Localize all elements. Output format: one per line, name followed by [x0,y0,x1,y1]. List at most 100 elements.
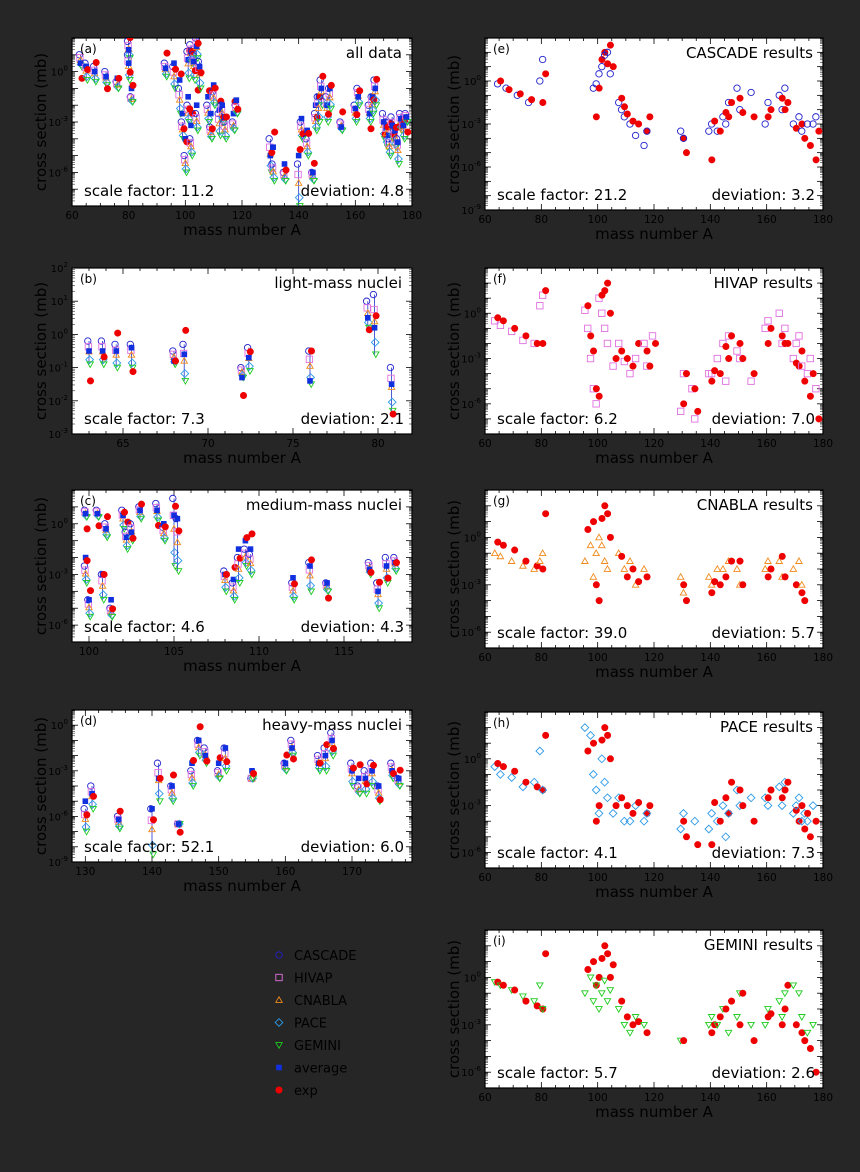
data-points [75,38,412,206]
x-tick-label: 110 [249,646,269,658]
marker-gemini [171,85,180,93]
marker-average [369,768,375,774]
marker-exp [176,828,184,836]
marker-pace [368,776,378,786]
marker-exp [601,942,609,950]
marker-gemini [99,596,108,604]
marker-average [216,107,223,114]
panel-title: HIVAP results [714,274,814,292]
x-tick-label: 100 [588,438,608,450]
marker-exp [764,573,772,581]
deviation: deviation: 2.6 [712,1064,815,1082]
marker-pace [676,824,686,834]
marker-gemini [355,790,364,798]
panel-c: 100 105 110 115 100 10-3 10-6 mass number A cros… [32,489,413,675]
deviation: deviation: 2.1 [301,410,404,428]
marker-exp [307,556,315,564]
marker-exp [584,525,592,533]
marker-exp [290,580,298,588]
marker-cnabla [789,564,798,572]
marker-exp [533,1002,541,1010]
marker-gemini [114,85,123,93]
panel-title: heavy-mass nuclei [262,716,402,734]
marker-gemini [290,596,299,604]
marker-exp [353,111,361,119]
data-points [490,723,820,849]
marker-pace [370,337,380,347]
marker-gemini [589,998,598,1006]
marker-hivap [186,139,195,147]
marker-exp [643,573,651,581]
marker-average [230,110,237,117]
x-tick-label: 140 [700,214,720,226]
marker-average [400,122,407,129]
marker-average [397,115,404,122]
marker-exp [90,792,98,800]
marker-exp [606,973,614,981]
marker-gemini [366,119,375,127]
marker-gemini [155,798,164,806]
plot-area [71,489,413,643]
marker-exp [592,385,600,393]
scale-factor: scale factor: 21.2 [497,186,627,204]
marker-hivap [246,555,254,563]
marker-gemini [86,613,95,621]
x-tick-label: 100 [588,652,608,664]
marker-gemini [324,119,333,127]
x-tick-label: 130 [75,866,95,878]
marker-hivap [609,362,617,370]
marker-exp [736,557,744,565]
marker-exp [539,99,547,107]
marker-exp [806,142,814,150]
marker-gemini [185,119,194,127]
y-tick-label: 10-3 [461,352,481,366]
marker-exp [369,761,377,769]
marker-exp [736,94,744,102]
marker-pace [303,147,313,157]
marker-cascade [598,63,606,71]
marker-cascade [126,520,134,528]
marker-exp [801,825,809,833]
marker-exp [389,410,397,418]
marker-exp [784,99,792,107]
marker-pace [88,799,98,809]
marker-average [196,63,203,70]
marker-exp [812,1068,820,1076]
marker-gemini [270,177,279,185]
x-tick-label: 60 [478,1092,491,1104]
marker-hivap [229,583,237,591]
marker-cascade [595,70,603,78]
marker-gemini [195,752,204,760]
marker-exp [190,756,198,764]
marker-exp [595,597,603,605]
marker-exp [196,723,204,731]
x-tick-label: 100 [79,646,99,658]
marker-exp [590,958,598,966]
marker-pace [153,512,163,522]
marker-exp [716,1013,724,1021]
marker-cascade [387,759,395,767]
x-tick-label: 180 [813,214,833,226]
marker-exp [646,362,654,370]
marker-cnabla [718,564,727,572]
marker-exp [798,347,806,355]
marker-cascade [191,109,200,118]
marker-gemini [82,580,91,587]
legend-marker-gemini [275,1042,283,1050]
marker-average [175,821,182,827]
marker-exp [129,534,137,542]
marker-cascade [287,736,295,745]
marker-cnabla [797,580,806,588]
marker-average [137,507,143,514]
marker-exp [595,392,603,400]
marker-gemini [103,82,112,90]
marker-average [298,115,305,122]
marker-cascade [809,120,817,128]
marker-average [94,510,101,517]
x-tick-label: 60 [65,210,78,222]
marker-average [108,596,114,603]
panel-i: 60 80 100 120 140 160 180 100 10-3 10-6 mass numbe… [445,929,833,1121]
marker-exp [296,146,304,154]
x-axis-label: mass number A [595,225,714,243]
marker-average [322,752,329,759]
